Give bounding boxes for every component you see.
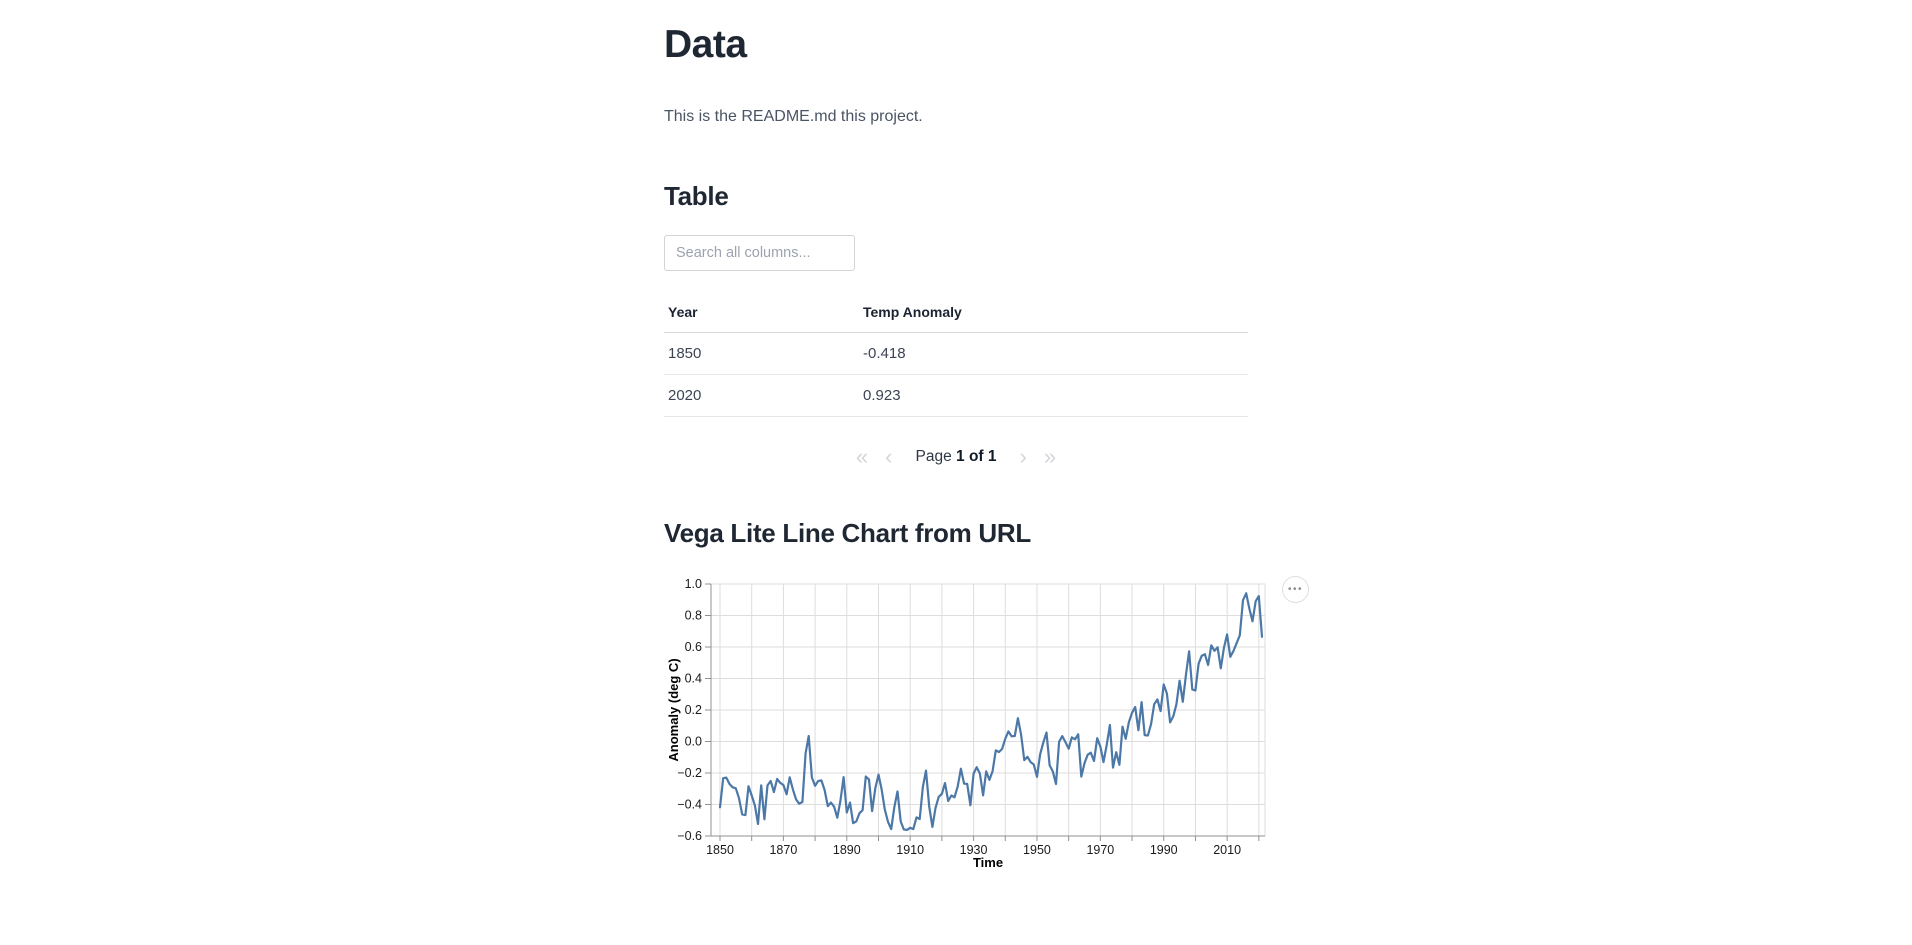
- svg-text:−0.4: −0.4: [677, 798, 702, 812]
- svg-text:0.8: 0.8: [685, 609, 702, 623]
- svg-text:−0.6: −0.6: [677, 829, 702, 843]
- svg-text:0.6: 0.6: [685, 640, 702, 654]
- pagination-last-button[interactable]: »: [1043, 444, 1057, 470]
- vega-line-chart: −0.6 −0.4 −0.2 0.0 0.2 0.4 0.6 0.8 1.0 1850 1870 18…: [666, 577, 1266, 870]
- table-body: 1850 -0.418 2020 0.923: [664, 332, 1248, 418]
- table-cell: 2020: [664, 374, 859, 418]
- readme-text: This is the README.md this project.: [664, 107, 923, 125]
- chart-actions-menu-button[interactable]: •••: [1282, 576, 1309, 604]
- svg-text:1910: 1910: [896, 843, 924, 857]
- svg-text:1990: 1990: [1150, 843, 1178, 857]
- pagination: « ‹ Page 1 of 1 › »: [664, 444, 1248, 470]
- svg-text:2010: 2010: [1213, 843, 1241, 857]
- column-header-temp-anomaly[interactable]: Temp Anomaly: [859, 292, 1248, 334]
- svg-text:1970: 1970: [1086, 843, 1114, 857]
- table-header-row: Year Temp Anomaly: [664, 292, 1248, 334]
- svg-text:−0.2: −0.2: [677, 766, 702, 780]
- svg-text:1890: 1890: [833, 843, 861, 857]
- pagination-page-value: 1 of 1: [956, 448, 997, 466]
- x-axis-title: Time: [973, 855, 1003, 870]
- pagination-first-button[interactable]: «: [855, 444, 869, 470]
- svg-text:0.0: 0.0: [685, 735, 702, 749]
- svg-text:0.2: 0.2: [685, 703, 702, 717]
- svg-text:0.4: 0.4: [685, 672, 702, 686]
- table-row: 2020 0.923: [664, 374, 1248, 418]
- pagination-prev-button[interactable]: ‹: [885, 444, 893, 470]
- pagination-next-button[interactable]: ›: [1019, 444, 1027, 470]
- svg-text:1.0: 1.0: [685, 577, 702, 591]
- y-axis-title: Anomaly (deg C): [666, 658, 681, 761]
- svg-text:1930: 1930: [960, 843, 988, 857]
- table-cell: 1850: [664, 332, 859, 376]
- page-title: Data: [664, 23, 747, 66]
- svg-text:1850: 1850: [706, 843, 734, 857]
- table-cell: -0.418: [859, 332, 1248, 376]
- svg-text:1950: 1950: [1023, 843, 1051, 857]
- svg-text:1870: 1870: [769, 843, 797, 857]
- table-row: 1850 -0.418: [664, 332, 1248, 376]
- chart-axes: −0.6 −0.4 −0.2 0.0 0.2 0.4 0.6 0.8 1.0 1850 1870 18…: [677, 577, 1265, 857]
- data-table: Year Temp Anomaly 1850 -0.418 2020 0.923: [664, 292, 1248, 418]
- chart-section-heading: Vega Lite Line Chart from URL: [664, 518, 1031, 549]
- content-column: Data This is the README.md this project.…: [664, 0, 1309, 874]
- temp-anomaly-line: [718, 592, 1264, 832]
- chart-container: −0.6 −0.4 −0.2 0.0 0.2 0.4 0.6 0.8 1.0 1850 1870 18…: [664, 569, 1324, 874]
- pagination-status: Page 1 of 1: [908, 448, 1005, 466]
- chart-gridlines: [711, 583, 1265, 837]
- table-cell: 0.923: [859, 374, 1248, 418]
- table-section-heading: Table: [664, 180, 729, 211]
- search-input[interactable]: [664, 235, 855, 272]
- column-header-year[interactable]: Year: [664, 292, 859, 334]
- pagination-page-label: Page: [915, 448, 952, 466]
